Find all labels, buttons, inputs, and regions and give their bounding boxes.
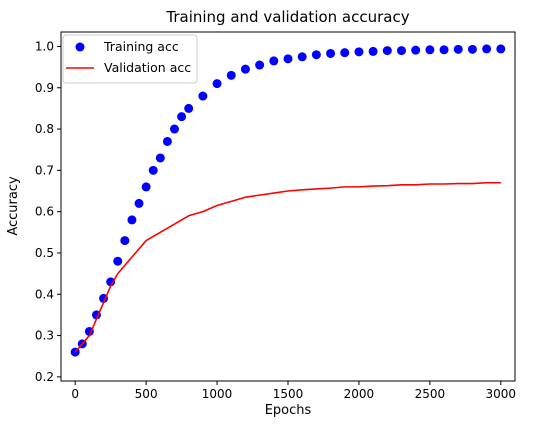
y-tick-label: 0.3: [35, 329, 54, 343]
y-tick-label: 0.5: [35, 246, 54, 260]
training-acc-point: [212, 79, 222, 89]
plot-area: [70, 44, 506, 357]
training-acc-point: [311, 50, 321, 60]
training-acc-point: [467, 44, 477, 54]
training-acc-point: [326, 48, 336, 58]
x-tick-label: 0: [71, 387, 79, 401]
legend: Training acc Validation acc: [62, 34, 198, 84]
x-tick-label: 3000: [486, 387, 517, 401]
validation-acc-line: [74, 181, 501, 353]
training-acc-point: [106, 277, 116, 287]
training-acc-point: [482, 44, 492, 54]
legend-marker-training: [75, 42, 85, 52]
training-acc-point: [397, 46, 406, 56]
training-acc-point: [425, 45, 435, 55]
training-acc-point: [283, 54, 293, 64]
x-axis-label: Epochs: [265, 403, 312, 418]
training-acc-point: [496, 44, 506, 54]
y-tick-label: 0.9: [35, 81, 54, 95]
y-tick-label: 0.2: [35, 370, 54, 384]
x-tick-label: 2500: [415, 387, 446, 401]
training-acc-point: [120, 236, 130, 246]
y-tick-label: 0.4: [35, 287, 54, 301]
training-acc-point: [170, 124, 179, 134]
x-tick-label: 500: [135, 387, 158, 401]
training-acc-point: [297, 52, 307, 62]
training-acc-point: [368, 46, 378, 56]
training-acc-point: [411, 45, 421, 55]
x-tick-label: 2000: [344, 387, 375, 401]
training-acc-point: [340, 48, 350, 58]
y-tick-label: 0.8: [35, 122, 54, 136]
x-axis-ticks: 0 500 1000 1500 2000 2500 3000: [71, 381, 516, 401]
legend-label-training: Training acc: [103, 39, 179, 54]
training-acc-point: [155, 153, 165, 163]
training-acc-point: [162, 136, 172, 146]
training-acc-point: [453, 44, 463, 54]
axes-frame: [60, 31, 516, 382]
training-acc-point: [177, 112, 187, 122]
training-acc-point: [354, 47, 364, 57]
training-acc-point: [439, 45, 449, 55]
training-acc-point: [255, 60, 265, 70]
training-acc-point: [269, 56, 279, 66]
legend-label-validation: Validation acc: [104, 60, 191, 75]
y-tick-label: 1.0: [35, 39, 54, 53]
y-tick-label: 0.6: [35, 205, 54, 219]
training-acc-point: [113, 256, 123, 266]
training-acc-point: [148, 165, 158, 175]
chart-title: Training and validation accuracy: [165, 8, 409, 26]
y-axis-label: Accuracy: [6, 176, 21, 236]
training-acc-point: [134, 198, 144, 208]
training-acc-point: [240, 64, 250, 74]
training-acc-point: [382, 46, 392, 56]
training-acc-point: [127, 215, 137, 225]
x-tick-label: 1000: [202, 387, 233, 401]
training-acc-point: [184, 103, 194, 113]
legend-box: [62, 34, 198, 84]
training-acc-point: [141, 182, 151, 192]
y-tick-label: 0.7: [35, 163, 54, 177]
training-acc-point: [198, 91, 208, 101]
training-acc-point: [226, 70, 236, 80]
y-axis-ticks: 0.2 0.3 0.4 0.5 0.6 0.7 0.8 0.9 1.0: [35, 39, 61, 384]
x-tick-label: 1500: [273, 387, 304, 401]
